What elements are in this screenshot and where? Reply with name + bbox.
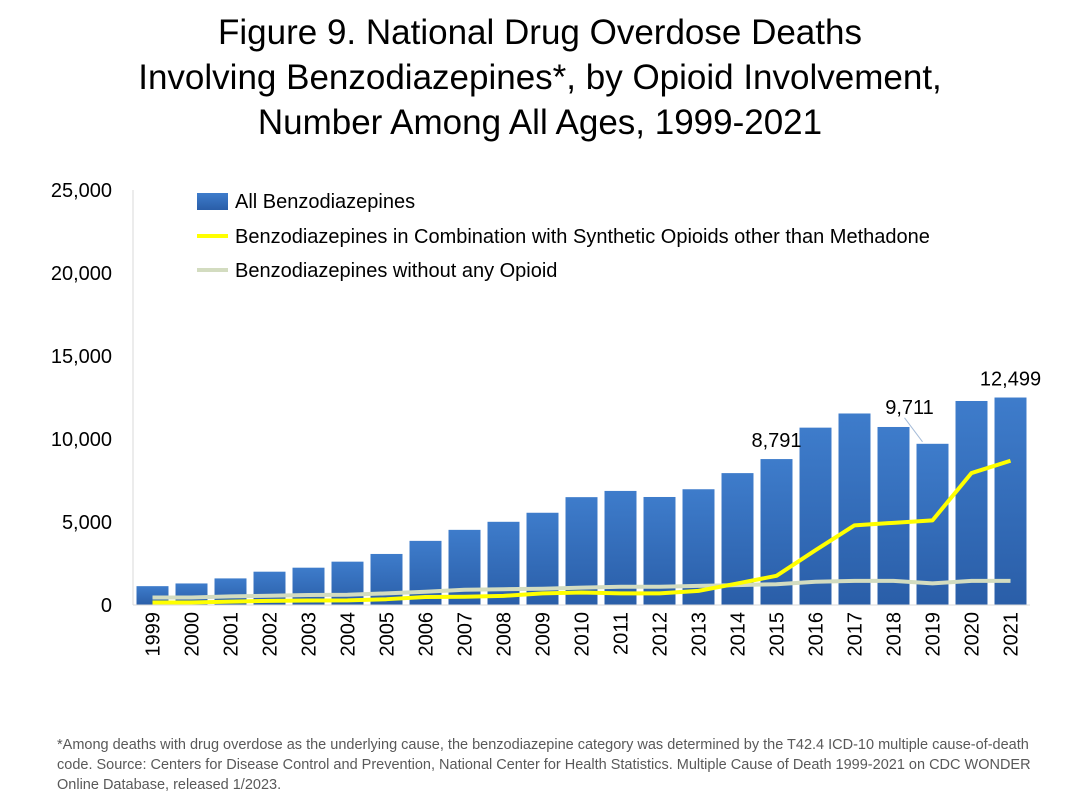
- bar-2018: [877, 426, 910, 605]
- data-labels: 8,791 9,711 12,499: [751, 369, 1041, 453]
- x-tick-label: 2014: [728, 612, 750, 657]
- y-tick-label: 0: [101, 595, 112, 617]
- bar-2019: [916, 443, 949, 605]
- x-tick-label: 2005: [377, 612, 399, 657]
- bar-2017: [838, 413, 871, 605]
- x-tick-label: 2002: [260, 612, 282, 657]
- chart-plot: 0 5,000 10,000 15,000 20,000 25,000 1999 2000 2…: [51, 180, 1041, 657]
- bar-2020: [955, 400, 988, 605]
- footnote: *Among deaths with drug overdose as the …: [57, 737, 1031, 793]
- legend-swatch-bar: [197, 193, 228, 210]
- x-tick-label: 2021: [1001, 612, 1023, 657]
- x-tick-label: 2012: [650, 612, 672, 657]
- x-tick-label: 2004: [338, 612, 360, 657]
- y-tick-label: 25,000: [51, 180, 112, 202]
- x-tick-label: 2016: [806, 612, 828, 657]
- x-tick-label: 2003: [299, 612, 321, 657]
- bar-2021: [994, 397, 1027, 605]
- line-series: [152, 458, 1012, 605]
- x-axis: 1999 2000 2001 2002 2003 2004 2005 2006 2007 2008…: [133, 604, 1030, 657]
- data-label-2021: 12,499: [980, 369, 1041, 391]
- x-tick-label: 2011: [611, 612, 633, 655]
- x-tick-label: 2020: [962, 612, 984, 657]
- legend-label: Benzodiazepines in Combination with Synt…: [235, 226, 930, 248]
- y-tick-label: 20,000: [51, 263, 112, 285]
- bar-2007: [448, 529, 481, 605]
- title-line-3: Number Among All Ages, 1999-2021: [257, 103, 823, 142]
- x-tick-label: 2001: [221, 612, 243, 657]
- x-tick-label: 2000: [182, 612, 204, 657]
- bar-2006: [409, 540, 442, 605]
- x-tick-label: 2017: [845, 612, 867, 657]
- y-tick-label: 5,000: [62, 512, 112, 534]
- title-line-1: Figure 9. National Drug Overdose Deaths: [218, 13, 862, 52]
- y-axis: 0 5,000 10,000 15,000 20,000 25,000: [51, 180, 134, 617]
- x-tick-label: 1999: [143, 612, 165, 657]
- x-tick-label: 2006: [416, 612, 438, 657]
- bar-2000: [175, 583, 208, 605]
- y-tick-label: 10,000: [51, 429, 112, 451]
- bar-2005: [370, 553, 403, 605]
- x-tick-label: 2013: [689, 612, 711, 657]
- data-label-2015: 8,791: [751, 430, 801, 452]
- chart-title: Figure 9. National Drug Overdose Deaths …: [0, 10, 1080, 145]
- x-tick-label: 2009: [533, 612, 555, 657]
- bar-2012: [643, 496, 676, 605]
- legend-label: Benzodiazepines without any Opioid: [235, 260, 557, 282]
- x-tick-label: 2015: [767, 612, 789, 657]
- data-label-2019: 9,711: [885, 397, 934, 419]
- title-line-2: Involving Benzodiazepines*, by Opioid In…: [138, 58, 942, 97]
- bar-2015: [760, 459, 793, 605]
- legend-label: All Benzodiazepines: [235, 191, 415, 213]
- y-tick-label: 15,000: [51, 346, 112, 368]
- bar-2008: [487, 521, 520, 605]
- bar-2004: [331, 561, 364, 605]
- x-tick-label: 2010: [572, 612, 594, 657]
- bar-series: [136, 397, 1027, 605]
- legend: All Benzodiazepines Benzodiazepines in Co…: [197, 191, 930, 282]
- x-tick-label: 2019: [923, 612, 945, 657]
- x-tick-label: 2007: [455, 612, 477, 657]
- leader-line: [904, 417, 923, 443]
- x-tick-label: 2018: [884, 612, 906, 657]
- x-tick-label: 2008: [494, 612, 516, 657]
- bar-2016: [799, 427, 832, 605]
